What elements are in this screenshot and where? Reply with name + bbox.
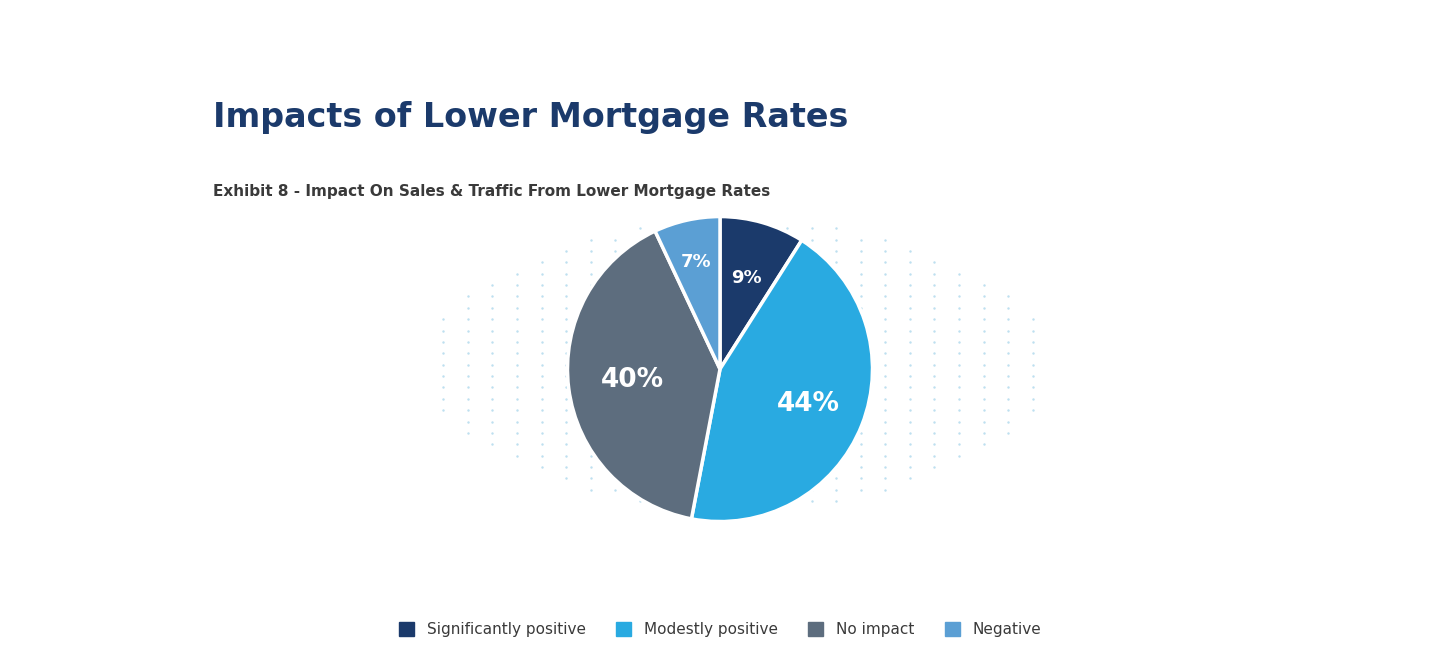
Wedge shape bbox=[655, 217, 720, 369]
Text: 9%: 9% bbox=[732, 269, 762, 287]
Text: 7%: 7% bbox=[681, 253, 711, 271]
Wedge shape bbox=[720, 217, 802, 369]
Text: Impacts of Lower Mortgage Rates: Impacts of Lower Mortgage Rates bbox=[213, 101, 848, 134]
Text: Exhibit 8 - Impact On Sales & Traffic From Lower Mortgage Rates: Exhibit 8 - Impact On Sales & Traffic Fr… bbox=[213, 184, 770, 199]
Text: 40%: 40% bbox=[600, 367, 664, 393]
Legend: Significantly positive, Modestly positive, No impact, Negative: Significantly positive, Modestly positiv… bbox=[393, 616, 1047, 643]
Wedge shape bbox=[691, 240, 873, 521]
Text: 44%: 44% bbox=[776, 391, 840, 417]
Wedge shape bbox=[567, 231, 720, 519]
